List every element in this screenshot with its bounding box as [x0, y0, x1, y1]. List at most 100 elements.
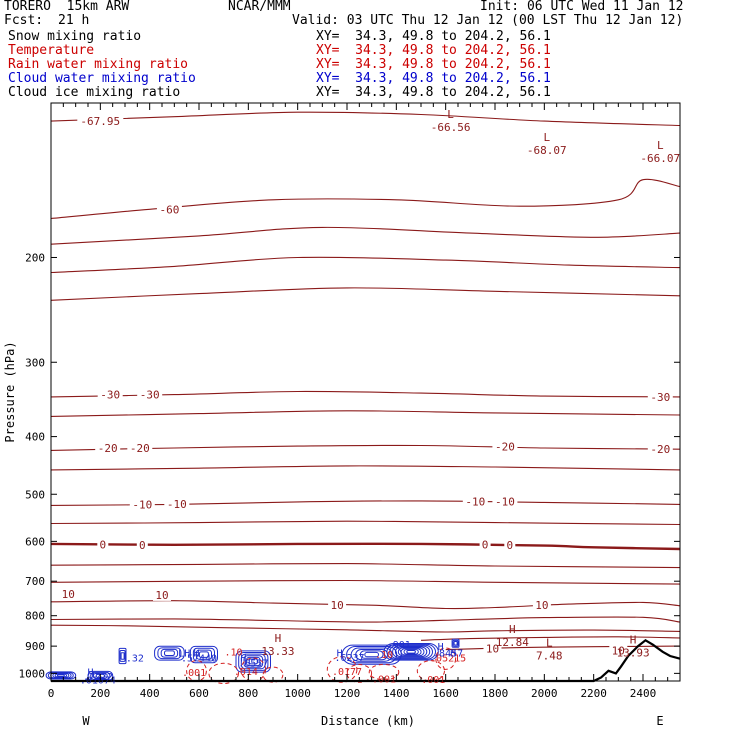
temperature-label-bg-11	[462, 495, 488, 508]
cloud-label-5: .7272	[83, 672, 113, 683]
temperature-label-10: -10	[167, 498, 187, 511]
rain-contour-8	[435, 647, 457, 670]
cloud-water-contour-0-0	[118, 647, 127, 665]
cloud-water-contour-4-5	[364, 651, 379, 658]
temperature-label-3: -30	[140, 389, 160, 402]
extremum-value-3: 12.84	[496, 636, 529, 649]
cloud-water-contour-4-0	[341, 644, 402, 665]
cloud-water-contour-5-1	[386, 643, 436, 660]
temperature-label-bg-16	[504, 538, 516, 551]
isotherm-14	[50, 600, 681, 610]
cloud-water-contour-6-1	[452, 639, 459, 647]
x-tick-label-8: 1600	[432, 687, 459, 700]
cloud-water-contour-5-5	[397, 647, 425, 657]
temperature-label-bg-18	[153, 588, 171, 601]
init-time: Init: 06 UTC Wed 11 Jan 12	[480, 0, 684, 14]
temperature-label-12: -10	[495, 495, 515, 508]
x-axis-west-label: W	[82, 714, 90, 728]
isotherm-12	[50, 563, 681, 569]
y-tick-label-5: 700	[25, 575, 45, 588]
cloud-water-contour-5-6	[400, 648, 422, 656]
isotherm-2	[50, 226, 681, 245]
x-tick-label-3: 600	[189, 687, 209, 700]
isotherm-6	[50, 410, 681, 417]
temperature-label-13: 0	[99, 538, 106, 551]
temperature-label-11: -10	[465, 495, 485, 508]
rain-label-2: .0177	[332, 667, 362, 678]
x-tick-label-0: 0	[48, 687, 55, 700]
cloud-label-2: .6557	[238, 658, 268, 669]
cloud-water-contour-1-1	[157, 647, 182, 660]
extremum-value-6: 13.93	[617, 647, 650, 660]
y-tick-label-3: 500	[25, 488, 45, 501]
cloud-water-contour-6-2	[453, 641, 458, 646]
rain-label-0: .001	[182, 668, 206, 679]
x-tick-label-9: 1800	[482, 687, 509, 700]
temperature-label-19: 10	[330, 599, 343, 612]
temperature-label-bg-14	[136, 538, 148, 551]
rain-label-1: .014	[234, 667, 258, 678]
x-tick-label-10: 2000	[531, 687, 558, 700]
temperature-label-bg-15	[479, 538, 491, 551]
cloud-water-contour-1-2	[160, 648, 179, 658]
temperature-label-bg-21	[483, 642, 502, 655]
cloud-label-0: .32	[126, 653, 144, 664]
y-tick-label-1: 300	[25, 356, 45, 369]
terrain-line	[51, 638, 681, 683]
temperature-label-bg-1	[156, 203, 182, 216]
extremum-value-1: -66.07	[640, 152, 680, 165]
legend-label-rain: Rain water mixing ratio	[8, 57, 189, 72]
x-tick-label-5: 1000	[284, 687, 311, 700]
plot-area: -67.95-60-30 -30 -30-20 -20 -20 -20-10 -10 -10-…	[45, 108, 681, 687]
y-tick-label-7: 900	[25, 640, 45, 653]
temperature-label-bg-12	[492, 495, 518, 508]
cloud-water-contour-2-1	[192, 647, 215, 662]
cloud-water-contour-4-2	[350, 647, 393, 662]
legend-xy-temperature: XY= 34.3, 49.8 to 204.2, 56.1	[316, 43, 551, 58]
isotherm-9	[50, 500, 681, 506]
rain-contour-4	[326, 656, 358, 683]
temperature-label-bg-7	[492, 440, 518, 453]
cloud-label-11: H	[337, 648, 343, 659]
y-tick-label-2: 400	[25, 431, 45, 444]
temperature-label-18: 10	[155, 589, 168, 602]
temperature-label-bg-20	[532, 598, 551, 611]
x-axis-east-label: E	[656, 714, 663, 728]
x-axis-label: Distance (km)	[321, 714, 415, 728]
cloud-water-contour-6-0	[451, 638, 460, 648]
cloud-label-8: LH	[178, 648, 190, 659]
cloud-water-contour-5-3	[392, 645, 431, 658]
x-tick-label-12: 2400	[630, 687, 657, 700]
temperature-label-17: 10	[62, 588, 75, 601]
y-axis-label: Pressure (hPa)	[3, 341, 17, 442]
isotherm-8	[50, 465, 681, 471]
cloud-water-contour-1-0	[154, 645, 185, 661]
temperature-label-bg-6	[127, 442, 153, 454]
isotherm-1	[50, 178, 681, 220]
cloud-water-contour-5-7	[403, 649, 419, 655]
temperature-label-5: -20	[98, 442, 118, 455]
extremum-symbol-5: L	[546, 637, 553, 650]
cloud-label-9: H	[193, 648, 199, 659]
cloud-water-contour-5-8	[406, 650, 416, 654]
isotherm-7	[50, 444, 681, 451]
temperature-label-15: 0	[482, 538, 489, 551]
cloud-water-contour-5-0	[383, 643, 439, 661]
cloud-water-contour-7-5	[57, 674, 65, 677]
extremum-symbol-1: L	[657, 139, 664, 152]
legend-xy-rain: XY= 34.3, 49.8 to 204.2, 56.1	[316, 57, 551, 72]
rain-contour-1	[208, 662, 239, 685]
temperature-label-2: -30	[100, 389, 120, 402]
y-tick-label-8: 1000	[19, 667, 46, 680]
center-name: NCAR/MMM	[228, 0, 291, 14]
model-name: TORERO 15km ARW	[4, 0, 130, 14]
temperature-label-4: -30	[650, 391, 670, 404]
isotherm-13	[50, 579, 681, 585]
extremum-symbol-6: H	[630, 634, 637, 647]
x-tick-label-11: 2200	[580, 687, 607, 700]
y-tick-label-6: 800	[25, 610, 45, 623]
temperature-label-7: -20	[495, 441, 515, 454]
cloud-label-7: .901	[387, 640, 411, 651]
